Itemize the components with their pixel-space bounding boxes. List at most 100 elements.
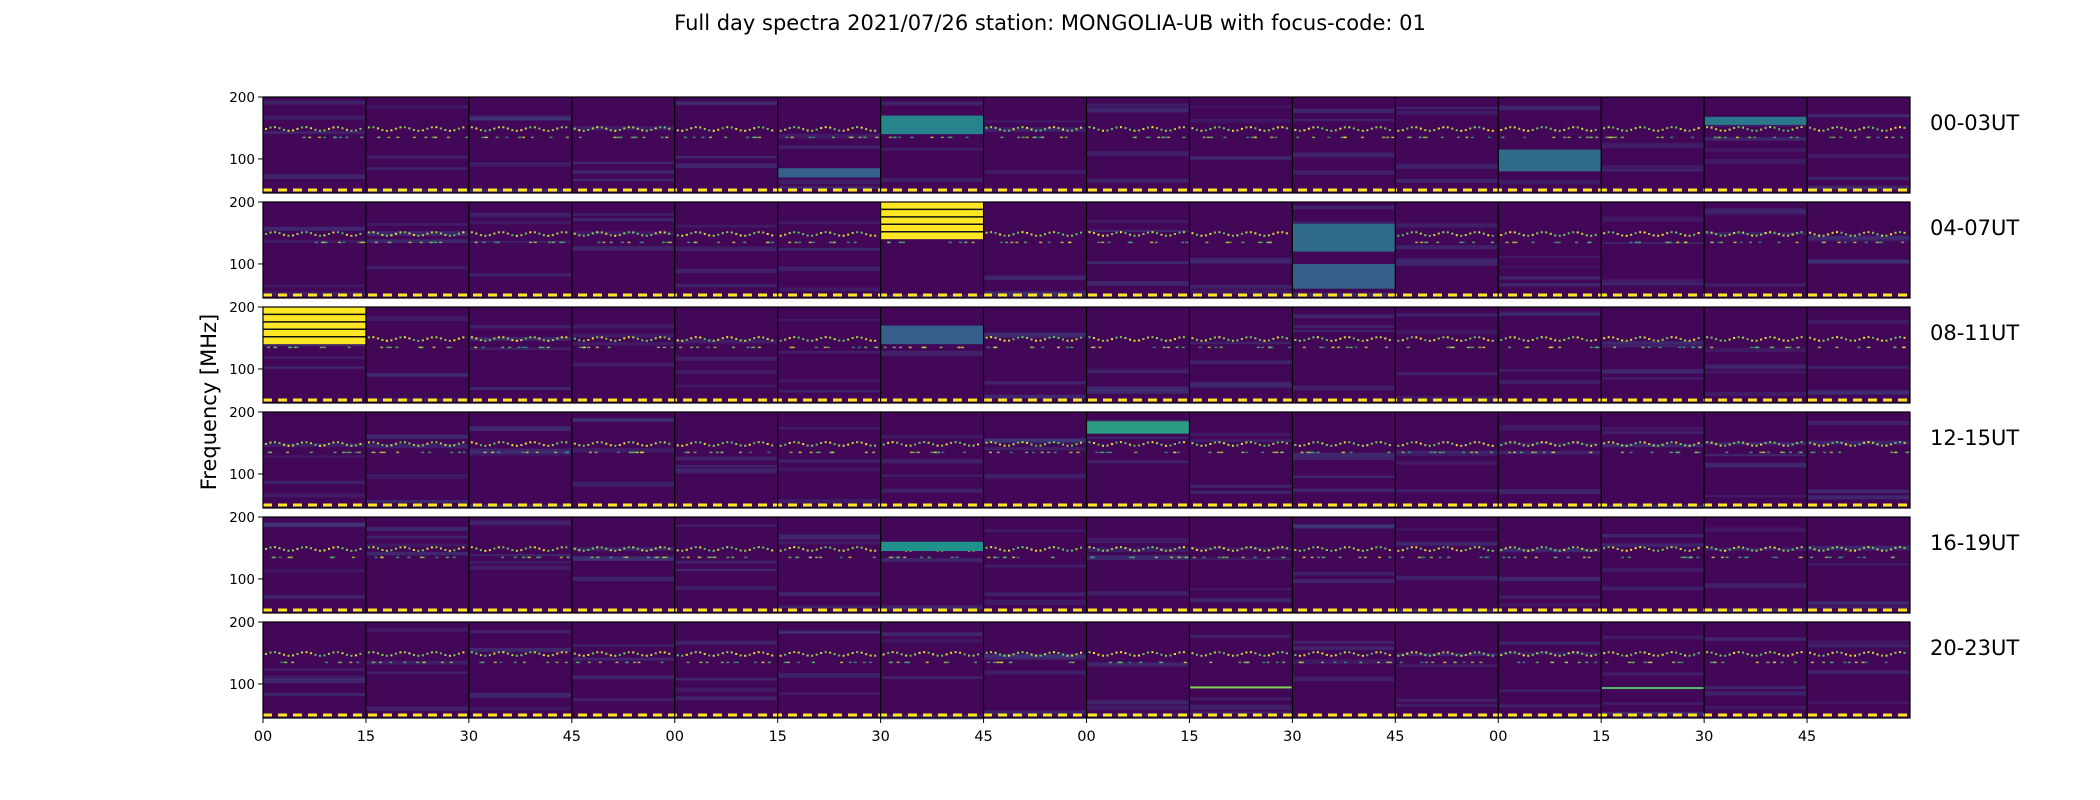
aux-signal-dot bbox=[930, 451, 934, 454]
fm-signal-dot bbox=[694, 441, 697, 444]
fm-signal-dot bbox=[1822, 654, 1825, 657]
fm-signal-dot bbox=[394, 232, 397, 235]
fm-signal-dot bbox=[1357, 339, 1360, 342]
fm-signal-dot bbox=[1053, 441, 1056, 444]
fm-signal-dot bbox=[1298, 129, 1301, 132]
aux-signal-dot bbox=[577, 661, 581, 664]
noise-streak bbox=[983, 655, 1087, 660]
fm-signal-dot bbox=[1482, 232, 1485, 235]
fm-signal-dot bbox=[1661, 653, 1664, 656]
aux-signal-dot bbox=[661, 241, 665, 244]
aux-signal-dot bbox=[1667, 241, 1671, 244]
aux-signal-dot bbox=[513, 661, 517, 664]
fm-signal-dot bbox=[462, 231, 465, 234]
fm-signal-dot bbox=[1384, 652, 1387, 655]
aux-signal-dot bbox=[1723, 136, 1727, 139]
fm-signal-dot bbox=[1491, 234, 1494, 237]
fm-signal-dot bbox=[1903, 231, 1906, 234]
fm-signal-dot bbox=[708, 234, 711, 237]
fm-signal-dot bbox=[417, 339, 420, 342]
aux-signal-dot bbox=[1207, 346, 1211, 349]
fm-signal-dot bbox=[842, 234, 845, 237]
aux-signal-dot bbox=[642, 136, 646, 139]
fm-signal-dot bbox=[1755, 234, 1758, 237]
fm-signal-dot bbox=[1092, 232, 1095, 235]
aux-signal-dot bbox=[1767, 451, 1771, 454]
fm-signal-dot bbox=[1401, 129, 1404, 132]
aux-signal-dot bbox=[1092, 346, 1096, 349]
fm-signal-dot bbox=[287, 234, 290, 237]
fm-signal-dot bbox=[1133, 234, 1136, 237]
aux-signal-dot bbox=[1512, 241, 1516, 244]
fm-signal-dot bbox=[811, 654, 814, 657]
fm-signal-dot bbox=[426, 337, 429, 340]
fm-signal-dot bbox=[282, 548, 285, 551]
fm-signal-dot bbox=[1639, 336, 1642, 339]
fm-signal-dot bbox=[1406, 337, 1409, 340]
aux-signal-dot bbox=[372, 661, 376, 664]
fm-signal-dot bbox=[685, 128, 688, 131]
fm-signal-dot bbox=[1410, 546, 1413, 549]
fm-signal-dot bbox=[591, 547, 594, 550]
aux-signal-dot bbox=[431, 136, 435, 139]
aux-signal-dot bbox=[783, 661, 787, 664]
noise-streak bbox=[777, 266, 881, 272]
fm-signal-dot bbox=[1867, 651, 1870, 654]
aux-signal-dot bbox=[1739, 241, 1743, 244]
aux-signal-dot bbox=[295, 346, 299, 349]
noise-streak bbox=[674, 568, 778, 572]
noise-streak bbox=[1498, 425, 1602, 431]
fm-signal-dot bbox=[1621, 444, 1624, 447]
fm-signal-dot bbox=[824, 336, 827, 339]
aux-signal-dot bbox=[1221, 556, 1225, 559]
fm-signal-dot bbox=[336, 126, 339, 129]
aux-signal-dot bbox=[1689, 556, 1693, 559]
aux-signal-dot bbox=[634, 136, 638, 139]
noise-streak bbox=[1395, 664, 1499, 667]
fm-signal-dot bbox=[1343, 126, 1346, 129]
fm-signal-dot bbox=[1540, 126, 1543, 129]
aux-signal-dot bbox=[1363, 556, 1367, 559]
fm-signal-dot bbox=[994, 336, 997, 339]
fm-signal-dot bbox=[1151, 231, 1154, 234]
aux-signal-dot bbox=[853, 241, 857, 244]
aux-signal-dot bbox=[1003, 556, 1007, 559]
fm-signal-dot bbox=[587, 233, 590, 236]
noise-streak bbox=[571, 576, 675, 581]
fm-signal-dot bbox=[1769, 336, 1772, 339]
aux-signal-dot bbox=[1154, 241, 1158, 244]
fm-signal-dot bbox=[1012, 443, 1015, 446]
fm-signal-dot bbox=[1298, 654, 1301, 657]
fm-signal-dot bbox=[793, 126, 796, 129]
aux-signal-dot bbox=[1759, 451, 1763, 454]
noise-streak bbox=[1086, 261, 1190, 265]
fm-signal-dot bbox=[1339, 442, 1342, 445]
fm-signal-dot bbox=[1840, 126, 1843, 129]
noise-streak bbox=[1807, 420, 1910, 425]
fm-signal-dot bbox=[753, 337, 756, 340]
fm-signal-dot bbox=[1464, 339, 1467, 342]
fm-signal-dot bbox=[1576, 126, 1579, 129]
fm-signal-dot bbox=[1760, 128, 1763, 131]
aux-signal-dot bbox=[1266, 556, 1270, 559]
aux-signal-dot bbox=[1423, 136, 1427, 139]
aux-signal-dot bbox=[1139, 661, 1143, 664]
x-tick-label: 45 bbox=[1798, 729, 1816, 745]
aux-signal-dot bbox=[385, 346, 389, 349]
fm-signal-dot bbox=[1178, 546, 1181, 549]
fm-signal-dot bbox=[1473, 651, 1476, 654]
aux-signal-dot bbox=[388, 346, 392, 349]
aux-signal-dot bbox=[1128, 556, 1132, 559]
aux-signal-dot bbox=[372, 451, 376, 454]
aux-signal-dot bbox=[1243, 661, 1247, 664]
noise-streak bbox=[468, 426, 572, 431]
fm-signal-dot bbox=[1764, 441, 1767, 444]
noise-streak bbox=[1086, 280, 1190, 286]
aux-signal-dot bbox=[445, 556, 449, 559]
aux-signal-dot bbox=[396, 451, 400, 454]
fm-signal-dot bbox=[341, 442, 344, 445]
noise-streak bbox=[1807, 176, 1910, 181]
aux-signal-dot bbox=[525, 451, 529, 454]
noise-streak bbox=[468, 448, 572, 454]
noise-streak bbox=[571, 178, 675, 182]
